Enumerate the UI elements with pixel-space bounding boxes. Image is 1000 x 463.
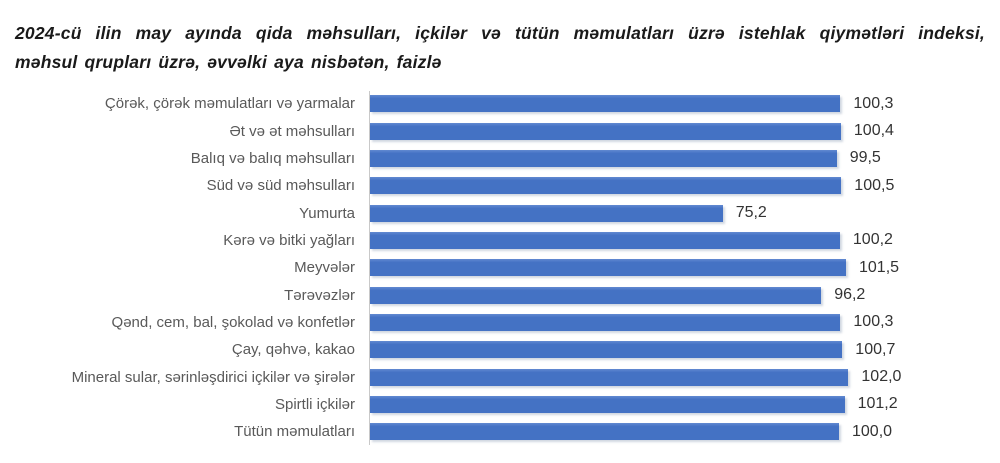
bar (370, 122, 841, 140)
value-label: 100,5 (854, 176, 895, 194)
category-label: Çörək, çörək məmulatları və yarmalar (104, 95, 355, 113)
category-label: Tütün məmulatları (234, 423, 355, 441)
bar-plot-area: 99,5 (369, 145, 1000, 172)
value-label: 96,2 (834, 286, 866, 304)
category-label: Tərəvəzlər (284, 286, 355, 304)
bar-row: Ət və ət məhsulları 100,4 (0, 117, 1000, 144)
value-label: 100,7 (855, 340, 896, 358)
value-label: 101,2 (857, 395, 898, 413)
bar (370, 341, 843, 359)
category-label: Yumurta (299, 204, 355, 222)
bar-row: Çörək, çörək məmulatları və yarmalar 100… (0, 90, 1000, 117)
bar (370, 313, 841, 331)
bar-plot-area: 101,2 (369, 391, 1000, 418)
value-label: 100,4 (853, 122, 894, 140)
category-label: Süd və süd məhsulları (206, 177, 355, 195)
category-label: Balıq və balıq məhsulları (190, 149, 355, 167)
value-label: 102,0 (861, 368, 902, 386)
category-label: Ət və ət məhsulları (229, 122, 355, 140)
value-label: 100,0 (852, 422, 893, 440)
bar-rows-container: Çörək, çörək məmulatları və yarmalar 100… (0, 90, 1000, 445)
bar-plot-area: 100,7 (369, 336, 1000, 363)
bar-chart: Çörək, çörək məmulatları və yarmalar 100… (0, 90, 1000, 450)
value-label: 100,2 (852, 231, 893, 249)
bar-row: Tərəvəzlər 96,2 (0, 281, 1000, 308)
bar (370, 286, 822, 304)
bar (370, 95, 841, 113)
bar (370, 368, 849, 386)
bar-plot-area: 75,2 (369, 199, 1000, 226)
bar-plot-area: 101,5 (369, 254, 1000, 281)
bar-row: Tütün məmulatları 100,0 (0, 418, 1000, 445)
bar (370, 177, 842, 195)
bar (370, 423, 839, 441)
value-label: 101,5 (859, 258, 900, 276)
bar-row: Qənd, cem, bal, şokolad və konfetlər 100… (0, 309, 1000, 336)
category-label: Mineral sular, sərinləşdirici içkilər və… (71, 368, 355, 386)
bar-row: Mineral sular, sərinləşdirici içkilər və… (0, 363, 1000, 390)
bar-plot-area: 100,0 (369, 418, 1000, 445)
category-label: Spirtli içkilər (274, 395, 355, 413)
category-label: Meyvələr (294, 259, 355, 277)
bar (370, 395, 845, 413)
category-label: Çay, qəhvə, kakao (231, 341, 355, 359)
bar-plot-area: 100,3 (369, 309, 1000, 336)
bar-row: Meyvələr 101,5 (0, 254, 1000, 281)
category-label: Kərə və bitki yağları (223, 231, 355, 249)
bar-row: Çay, qəhvə, kakao 100,7 (0, 336, 1000, 363)
chart-title-line1: 2024-cü ilin may ayında qida məhsulları,… (15, 23, 985, 43)
bar-plot-area: 102,0 (369, 363, 1000, 390)
value-label: 99,5 (849, 149, 881, 167)
value-label: 75,2 (735, 204, 767, 222)
bar-plot-area: 100,3 (369, 90, 1000, 117)
bar (370, 149, 837, 167)
bar (370, 231, 840, 249)
bar-plot-area: 96,2 (369, 281, 1000, 308)
category-label: Qənd, cem, bal, şokolad və konfetlər (111, 313, 355, 331)
bar-row: Süd və süd məhsulları 100,5 (0, 172, 1000, 199)
chart-title: 2024-cü ilin may ayında qida məhsulları,… (0, 0, 1000, 77)
value-label: 100,3 (853, 94, 894, 112)
vertical-axis-line (369, 91, 370, 445)
bar (370, 259, 846, 277)
bar-row: Kərə və bitki yağları 100,2 (0, 227, 1000, 254)
bar (370, 204, 723, 222)
bar-row: Spirtli içkilər 101,2 (0, 391, 1000, 418)
bar-row: Balıq və balıq məhsulları 99,5 (0, 145, 1000, 172)
value-label: 100,3 (853, 313, 894, 331)
bar-plot-area: 100,5 (369, 172, 1000, 199)
bar-row: Yumurta 75,2 (0, 199, 1000, 226)
bar-plot-area: 100,4 (369, 117, 1000, 144)
chart-title-line2: məhsul qrupları üzrə, əvvəlki aya nisbət… (15, 52, 442, 72)
bar-plot-area: 100,2 (369, 227, 1000, 254)
